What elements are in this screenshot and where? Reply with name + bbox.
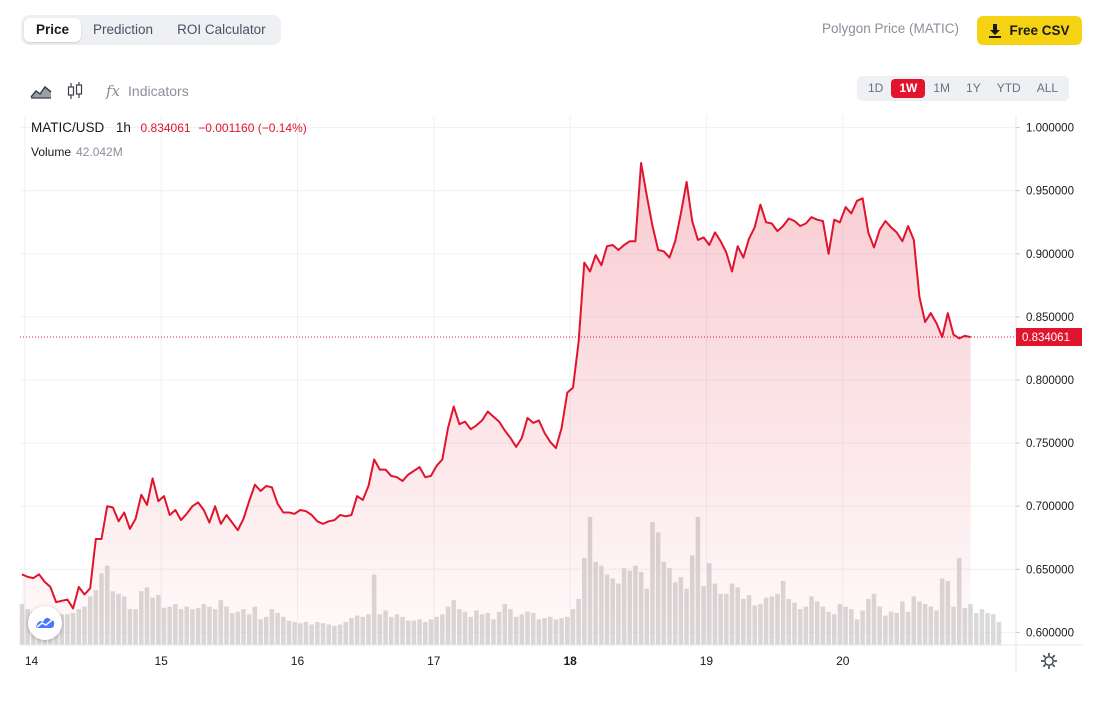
tab-price[interactable]: Price: [24, 18, 82, 42]
time-axis: 14 15 16 17 18 19 20: [25, 654, 850, 668]
last-price-tag-label: 0.834061: [1022, 332, 1070, 344]
time-tick-label: 19: [700, 654, 714, 668]
time-tick-label: 15: [154, 654, 168, 668]
price-change-value: −0.001160 (−0.14%): [198, 121, 307, 135]
last-price-value: 0.834061: [140, 121, 191, 135]
price-area: [22, 163, 971, 645]
tab-prediction[interactable]: Prediction: [93, 22, 154, 37]
tradingview-logo-icon[interactable]: [28, 606, 62, 640]
volume-bar: [991, 614, 996, 645]
time-tick-label: 14: [25, 654, 39, 668]
price-tick-label: 0.750000: [1026, 438, 1074, 450]
time-tick-label: 16: [291, 654, 305, 668]
chart-toolbar: fx Indicators: [30, 80, 189, 102]
range-ytd[interactable]: YTD: [996, 81, 1021, 95]
tab-roi-calculator[interactable]: ROI Calculator: [177, 22, 266, 37]
candlestick-icon[interactable]: [64, 80, 86, 102]
volume-bar: [979, 609, 985, 645]
range-all[interactable]: ALL: [1036, 81, 1059, 95]
volume-label: Volume: [31, 145, 72, 159]
page-label: Polygon Price (MATIC): [821, 21, 959, 36]
indicators-button[interactable]: fx Indicators: [106, 82, 189, 100]
function-icon: fx: [106, 82, 121, 100]
timeframe-label: 1h: [115, 120, 131, 135]
range-1w[interactable]: 1W: [891, 79, 926, 98]
volume-bar: [973, 613, 979, 645]
time-tick-label: 18: [563, 654, 577, 668]
free-csv-button[interactable]: Free CSV: [977, 16, 1082, 45]
price-axis: 1.000000 0.950000 0.900000 0.850000 0.800000…: [1016, 123, 1074, 639]
volume-value: 42.042M: [76, 145, 123, 159]
price-tick-label: 0.850000: [1026, 312, 1074, 324]
range-1y[interactable]: 1Y: [966, 81, 981, 95]
range-1m[interactable]: 1M: [933, 81, 951, 95]
download-icon: [989, 23, 1002, 38]
area-chart-icon[interactable]: [30, 80, 52, 102]
time-range-selector: 1D 1W 1M 1Y YTD ALL: [857, 76, 1070, 101]
price-tick-label: 0.700000: [1026, 501, 1074, 513]
price-line: [21, 162, 971, 610]
price-tick-label: 0.600000: [1026, 627, 1074, 639]
price-tick-label: 0.950000: [1026, 186, 1074, 198]
time-tick-label: 17: [427, 654, 441, 668]
indicators-label: Indicators: [128, 83, 189, 99]
price-tick-label: 1.000000: [1026, 123, 1074, 135]
free-csv-label: Free CSV: [1009, 23, 1070, 38]
price-tick-label: 0.900000: [1026, 249, 1074, 261]
volume-bar: [985, 613, 990, 645]
symbol-label: MATIC/USD: [31, 120, 105, 135]
chart-legend: MATIC/USD 1h 0.834061 −0.001160 (−0.14%): [31, 120, 307, 135]
last-price-label: 0.834061: [1016, 328, 1082, 347]
last-price-tag: [1016, 328, 1082, 347]
time-tick-label: 20: [836, 654, 850, 668]
volume-bar: [996, 621, 1002, 645]
price-tick-label: 0.800000: [1026, 375, 1074, 387]
volume-legend: Volume 42.042M: [31, 145, 123, 159]
gear-icon[interactable]: [1040, 652, 1058, 670]
view-tabs: Price Prediction ROI Calculator: [21, 15, 281, 45]
range-1d[interactable]: 1D: [868, 81, 884, 95]
price-tick-label: 0.650000: [1026, 564, 1074, 576]
